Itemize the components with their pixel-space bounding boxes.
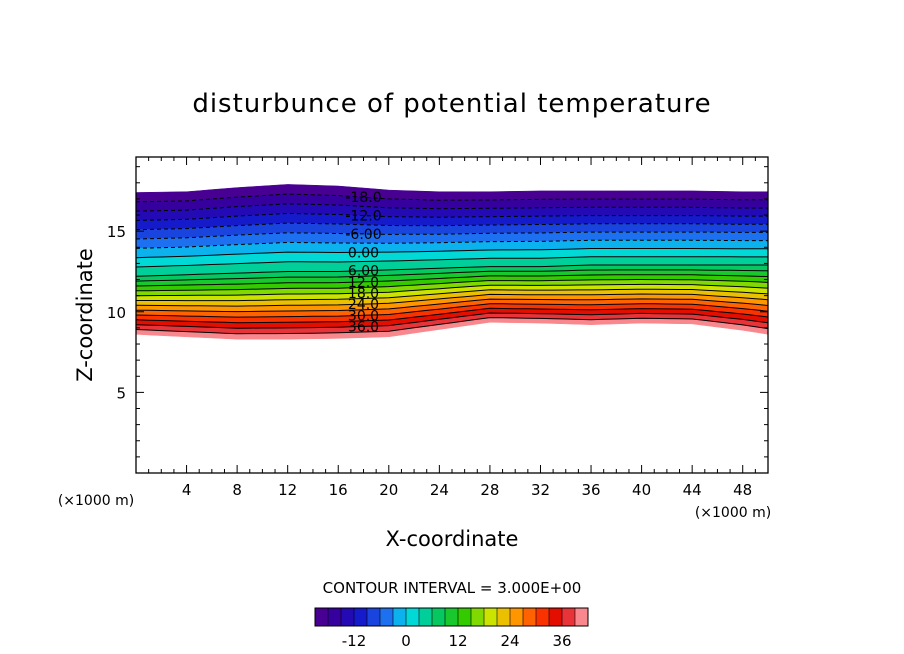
- contour-line: [136, 283, 768, 297]
- contour-line: [136, 303, 768, 318]
- axis-ticks: [136, 157, 768, 473]
- x-tick-label: 24: [430, 481, 449, 499]
- colorbar-cell: [328, 608, 342, 626]
- contour-line: [136, 269, 768, 282]
- contour-line: [136, 317, 768, 335]
- contour-label-text: 6.00: [348, 264, 379, 280]
- contour-label: 30.0: [348, 308, 379, 324]
- contour-line: [136, 212, 768, 221]
- x-tick-labels: 4 8 12 16 20 24 28 32 36 40 44 48: [182, 481, 752, 499]
- x-tick-label: 48: [733, 481, 752, 499]
- contour-line: [136, 298, 768, 313]
- contour-label: -12.0: [345, 209, 381, 225]
- colorbar-cell: [354, 608, 368, 626]
- contour-line: [136, 278, 768, 292]
- colorbar-tick-label: 36: [552, 632, 571, 650]
- contour-line: [136, 231, 768, 240]
- colorbar-cell: [419, 608, 433, 626]
- contour-line: [136, 248, 768, 259]
- contour-label: 18.0: [348, 286, 379, 302]
- contour-line: [136, 264, 768, 277]
- colorbar-cell: [471, 608, 485, 626]
- y-unit-label: (×1000 m): [58, 493, 134, 509]
- x-tick-label: 16: [329, 481, 348, 499]
- colorbar-cell: [562, 608, 576, 626]
- contour-line: [136, 256, 768, 268]
- colorbar-cell: [549, 608, 563, 626]
- x-tick-label: 28: [480, 481, 499, 499]
- x-unit-label: (×1000 m): [695, 505, 771, 521]
- x-tick-label: 12: [278, 481, 297, 499]
- colorbar-tick-label: 12: [448, 632, 467, 650]
- x-tick-label: 8: [232, 481, 242, 499]
- colorbar-cell: [497, 608, 511, 626]
- contour-label: 6.00: [348, 264, 379, 280]
- contour-line: [136, 312, 768, 329]
- colorbar-cell: [393, 608, 407, 626]
- colorbar-cell: [523, 608, 537, 626]
- contour-label-text: 24.0: [348, 297, 379, 313]
- x-tick-label: 4: [182, 481, 192, 499]
- contour-label: 0.00: [348, 245, 379, 261]
- contour-label-text: 36.0: [348, 319, 379, 335]
- colorbar-cell: [406, 608, 420, 626]
- contour-label-text: -18.0: [345, 190, 381, 206]
- x-tick-label: 32: [531, 481, 550, 499]
- colorbar-tick-label: -12: [342, 632, 367, 650]
- colorbar-tick-label: 0: [401, 632, 411, 650]
- y-tick-labels: 5 10 15: [107, 223, 126, 402]
- colorbar-tick-labels: -12 0 12 24 36: [342, 632, 572, 650]
- contour-line: [136, 239, 768, 249]
- chart-title: disturbunce of potential temperature: [192, 89, 711, 119]
- y-tick-label: 5: [116, 384, 126, 402]
- contour-labels: -18.0 -12.0 -6.00 0.00 6.0012.018.024.030.03…: [345, 190, 381, 335]
- contour-line: [136, 203, 768, 212]
- contour-label: -18.0: [345, 190, 381, 206]
- contour-line: [136, 274, 768, 287]
- contour-line: [136, 307, 768, 324]
- x-tick-label: 44: [683, 481, 702, 499]
- contour-line: [136, 193, 768, 203]
- contour-label-text: 0.00: [348, 245, 379, 261]
- colorbar-cell: [432, 608, 446, 626]
- x-tick-label: 36: [581, 481, 600, 499]
- contour-line: [136, 288, 768, 302]
- x-axis-label: X-coordinate: [386, 527, 519, 551]
- colorbar-cell: [341, 608, 355, 626]
- contour-label-text: 30.0: [348, 308, 379, 324]
- contour-label: -6.00: [345, 227, 381, 243]
- colorbar-frame: [314, 607, 589, 627]
- x-tick-label: 40: [632, 481, 651, 499]
- colorbar-cell: [315, 608, 329, 626]
- contour-interval-text: CONTOUR INTERVAL = 3.000E+00: [323, 579, 582, 597]
- y-axis-label: Z-coordinate: [73, 248, 97, 382]
- y-tick-label: 10: [107, 304, 126, 322]
- contour-label: 36.0: [348, 319, 379, 335]
- colorbar-cell: [367, 608, 381, 626]
- contour-label: 24.0: [348, 297, 379, 313]
- contour-lines: [136, 193, 768, 335]
- x-tick-label: 20: [379, 481, 398, 499]
- colorbar: [314, 607, 589, 627]
- colorbar-cell: [575, 608, 589, 626]
- contour-label-text: -6.00: [345, 227, 381, 243]
- contour-line: [136, 293, 768, 307]
- colorbar-cell: [380, 608, 394, 626]
- colorbar-cell: [536, 608, 550, 626]
- contour-line: [136, 222, 768, 231]
- contour-label-text: 12.0: [348, 275, 379, 291]
- colorbar-cell: [445, 608, 459, 626]
- colorbar-tick-label: 24: [500, 632, 519, 650]
- contour-label-text: 18.0: [348, 286, 379, 302]
- colorbar-cell: [510, 608, 524, 626]
- contour-label: 12.0: [348, 275, 379, 291]
- y-tick-label: 15: [107, 223, 126, 241]
- contour-label-text: -12.0: [345, 209, 381, 225]
- contour-fill: [136, 184, 768, 340]
- colorbar-cell: [484, 608, 498, 626]
- colorbar-cell: [458, 608, 472, 626]
